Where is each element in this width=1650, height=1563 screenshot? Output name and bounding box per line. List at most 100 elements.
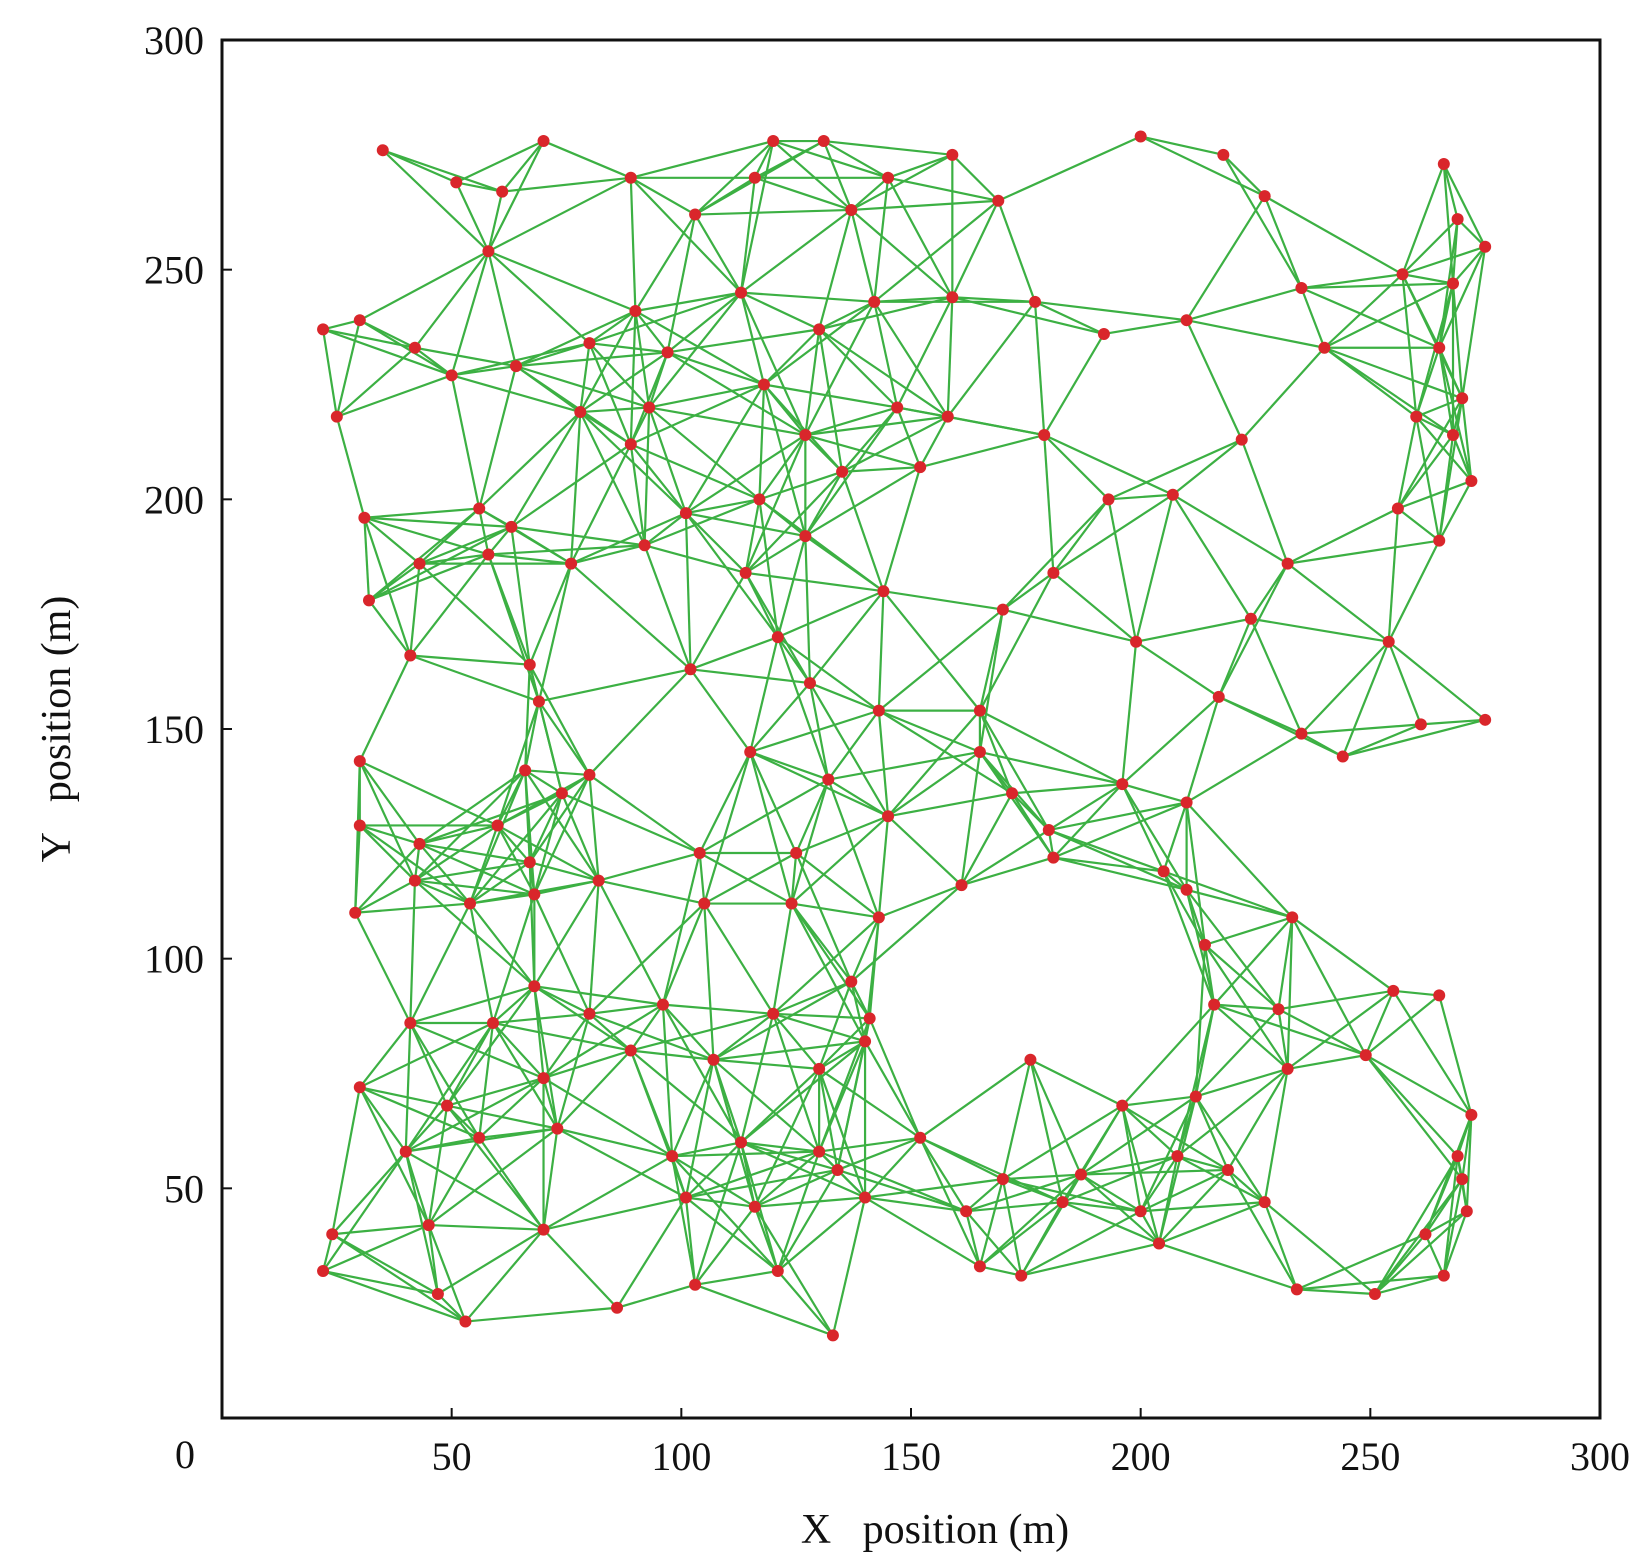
link-line xyxy=(804,471,844,537)
node-point xyxy=(960,1205,973,1218)
link-line xyxy=(589,1003,664,1015)
link-line xyxy=(749,682,811,753)
node-point xyxy=(1038,429,1051,442)
node-point xyxy=(891,401,904,414)
link-line xyxy=(1452,245,1486,285)
link-line xyxy=(978,1178,1004,1267)
node-point xyxy=(1015,1269,1028,1282)
node-point xyxy=(785,897,798,910)
link-line xyxy=(960,829,1050,887)
link-line xyxy=(588,774,701,854)
link-line xyxy=(630,443,760,501)
link-line xyxy=(419,792,563,845)
node-point xyxy=(698,897,711,910)
link-line xyxy=(510,443,632,528)
link-line xyxy=(322,328,453,377)
link-line xyxy=(1194,1095,1266,1203)
link-line xyxy=(1172,493,1289,565)
node-point xyxy=(413,837,426,850)
link-line xyxy=(1277,917,1294,1010)
link-line xyxy=(478,365,518,509)
link-line xyxy=(749,636,779,753)
link-line xyxy=(538,668,691,703)
link-line xyxy=(543,1196,687,1231)
link-line xyxy=(322,1269,466,1323)
node-point xyxy=(638,539,651,552)
link-line xyxy=(478,1137,545,1231)
link-line xyxy=(1062,1201,1141,1213)
link-line xyxy=(878,884,962,919)
link-line xyxy=(685,498,760,515)
link-line xyxy=(635,291,742,313)
link-line xyxy=(359,824,416,882)
link-line xyxy=(919,1137,981,1267)
link-line xyxy=(661,852,701,1005)
node-point xyxy=(624,1044,637,1057)
link-line xyxy=(1048,801,1187,832)
link-line xyxy=(322,1269,439,1296)
link-line xyxy=(828,750,981,781)
link-line xyxy=(542,1155,673,1231)
link-line xyxy=(427,1224,439,1295)
link-line xyxy=(497,824,600,882)
node-point xyxy=(1024,1053,1037,1066)
link-line xyxy=(414,346,453,377)
link-line xyxy=(588,902,706,1015)
link-line xyxy=(1052,783,1124,859)
link-line xyxy=(1415,415,1454,437)
link-line xyxy=(818,1040,866,1070)
link-line xyxy=(1249,618,1303,735)
link-line xyxy=(919,1137,968,1212)
link-line xyxy=(1034,300,1187,322)
link-line xyxy=(322,319,361,331)
node-point xyxy=(863,1012,876,1025)
link-line xyxy=(427,1105,449,1226)
node-point xyxy=(1465,474,1478,487)
link-line xyxy=(818,1136,921,1153)
link-line xyxy=(805,406,898,437)
link-line xyxy=(336,346,416,418)
link-line xyxy=(1001,1059,1032,1180)
node-point xyxy=(661,346,674,359)
link-line xyxy=(818,981,853,1070)
link-line xyxy=(629,444,646,546)
link-line xyxy=(487,191,504,252)
link-line xyxy=(754,1196,866,1208)
link-line xyxy=(543,140,632,179)
link-line xyxy=(1278,989,1394,1011)
link-line xyxy=(841,471,885,592)
node-point xyxy=(735,286,748,299)
link-line xyxy=(694,176,756,216)
link-line xyxy=(648,383,765,409)
link-line xyxy=(1171,494,1252,620)
link-line xyxy=(740,291,820,331)
link-line xyxy=(873,301,899,408)
node-point xyxy=(326,1228,339,1241)
link-line xyxy=(790,779,830,904)
node-point xyxy=(413,557,426,570)
node-point xyxy=(1047,851,1060,864)
link-line xyxy=(533,986,559,1129)
node-point xyxy=(509,360,522,373)
link-line xyxy=(648,291,742,409)
link-line xyxy=(864,1196,981,1268)
link-line xyxy=(685,434,806,515)
link-line xyxy=(1397,507,1440,542)
y-tick-label: 50 xyxy=(164,1166,204,1211)
link-line xyxy=(877,591,885,711)
node-point xyxy=(487,1016,500,1029)
link-line xyxy=(368,599,412,657)
link-line xyxy=(1043,434,1174,496)
node-point xyxy=(624,171,637,184)
node-point xyxy=(1258,190,1271,203)
link-line xyxy=(1393,989,1440,997)
link-line xyxy=(809,590,885,684)
link-line xyxy=(1364,990,1395,1056)
link-line xyxy=(1415,347,1441,418)
link-line xyxy=(570,443,632,565)
link-line xyxy=(488,553,572,565)
link-line xyxy=(335,319,361,417)
link-line xyxy=(364,507,480,519)
link-line xyxy=(629,443,687,514)
node-point xyxy=(1134,1205,1147,1218)
